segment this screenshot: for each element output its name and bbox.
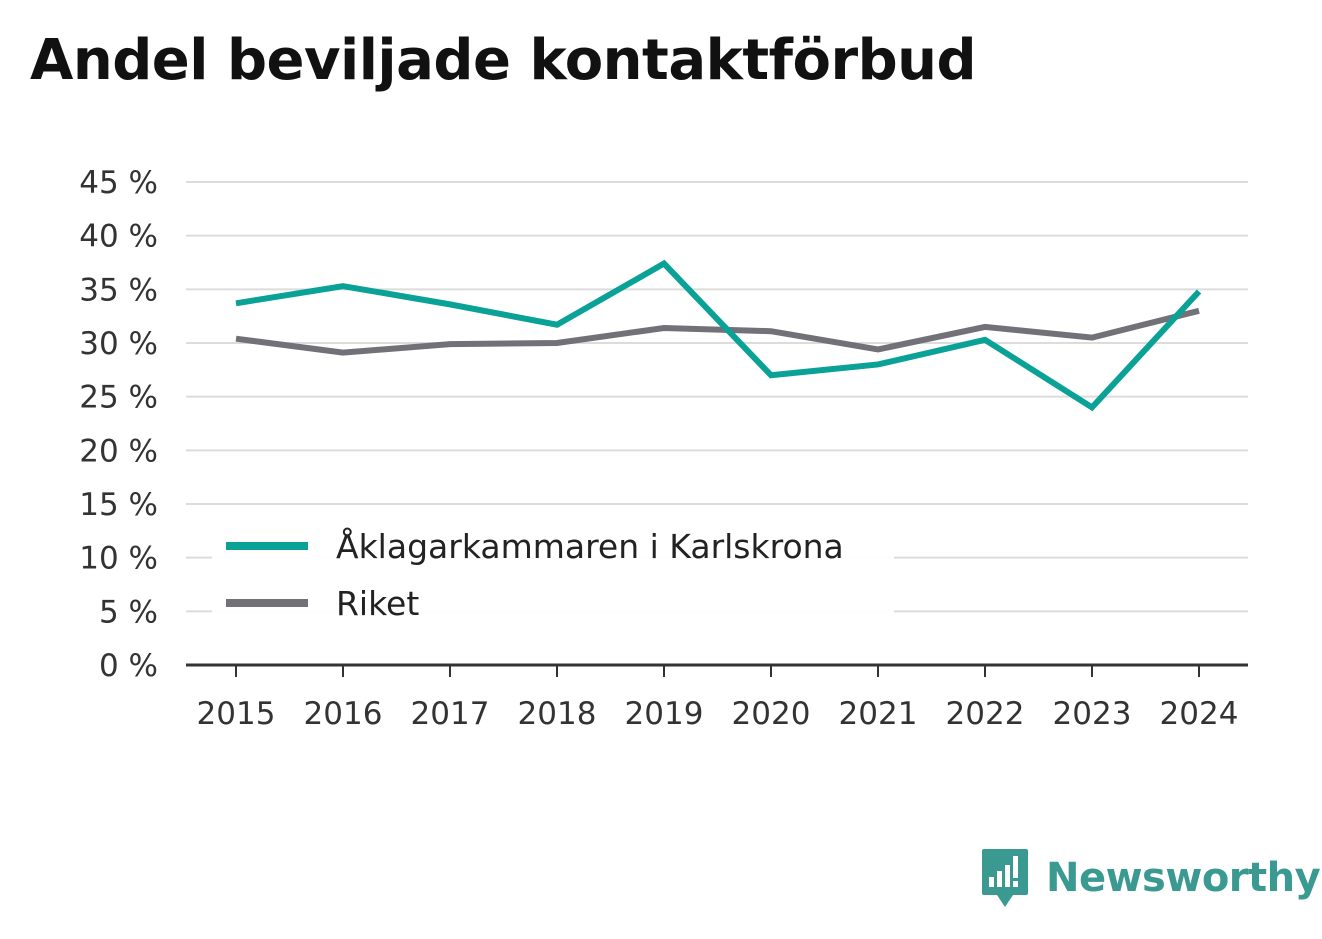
y-tick-label: 20 % <box>79 433 158 469</box>
y-tick-label: 30 % <box>79 326 158 362</box>
x-tick-label: 2022 <box>946 696 1025 732</box>
x-tick-label: 2017 <box>411 696 490 732</box>
legend: Åklagarkammaren i Karlskrona Riket <box>212 522 894 626</box>
x-tick-label: 2015 <box>197 696 276 732</box>
x-tick-label: 2023 <box>1053 696 1132 732</box>
y-tick-label: 10 % <box>79 541 158 577</box>
x-axis-tick-labels: 2015 2016 2017 2018 2019 2020 2021 2022 2023 2024 <box>197 665 1239 732</box>
page-title: Andel beviljade kontaktförbud <box>30 28 977 93</box>
y-tick-label: 0 % <box>99 648 158 684</box>
y-tick-label: 15 % <box>79 487 158 523</box>
series-line-aklagarkammaren-karlskrona <box>235 259 1202 412</box>
legend-label: Åklagarkammaren i Karlskrona <box>336 526 844 566</box>
y-tick-label: 5 % <box>99 594 158 630</box>
brand-logo: Newsworthy <box>980 846 1321 910</box>
x-tick-label: 2020 <box>732 696 811 732</box>
x-tick-label: 2021 <box>839 696 918 732</box>
x-tick-label: 2019 <box>625 696 704 732</box>
y-tick-label: 25 % <box>79 380 158 416</box>
series-line-riket <box>235 307 1200 356</box>
y-tick-label: 40 % <box>79 219 158 255</box>
newsworthy-logo-icon <box>982 849 1028 907</box>
y-tick-label: 35 % <box>79 272 158 308</box>
x-tick-label: 2024 <box>1160 696 1239 732</box>
series-lines <box>235 259 1202 412</box>
y-axis-tick-labels: 0 % 5 % 10 % 15 % 20 % 25 % 30 % 35 % 40 % 45 % <box>79 165 158 684</box>
legend-background <box>212 522 894 626</box>
brand-name: Newsworthy <box>1046 855 1321 901</box>
legend-label: Riket <box>336 584 419 623</box>
y-tick-label: 45 % <box>79 165 158 201</box>
x-tick-label: 2018 <box>518 696 597 732</box>
x-tick-label: 2016 <box>304 696 383 732</box>
